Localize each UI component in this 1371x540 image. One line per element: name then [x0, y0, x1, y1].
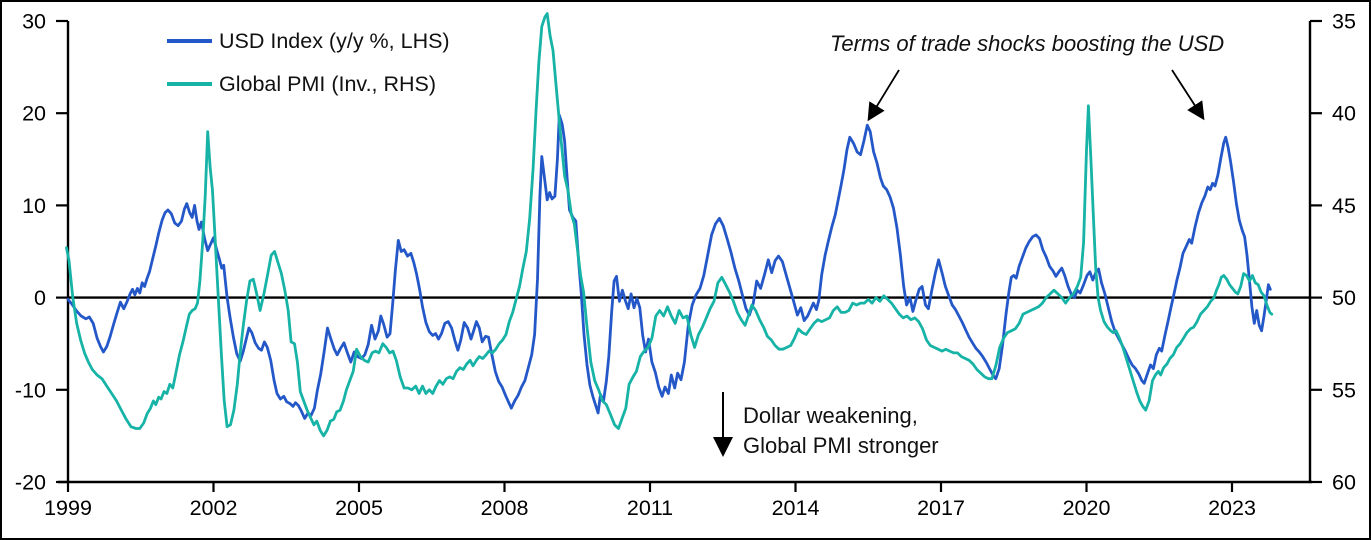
annotation-dollar-weakening-line1: Dollar weakening, [743, 403, 918, 428]
svg-text:2014: 2014 [772, 496, 820, 520]
svg-text:35: 35 [1332, 10, 1356, 34]
svg-text:30: 30 [22, 10, 46, 34]
svg-text:40: 40 [1332, 102, 1356, 126]
svg-text:2011: 2011 [627, 496, 673, 520]
svg-text:2020: 2020 [1063, 496, 1111, 520]
svg-text:0: 0 [34, 286, 46, 310]
svg-text:20: 20 [22, 102, 46, 126]
legend-label-usd-index: USD Index (y/y %, LHS) [219, 28, 450, 53]
legend-label-global-pmi: Global PMI (Inv., RHS) [219, 71, 437, 96]
svg-text:45: 45 [1332, 194, 1356, 218]
svg-text:2008: 2008 [481, 496, 529, 520]
legend: USD Index (y/y %, LHS) Global PMI (Inv.,… [167, 29, 450, 115]
svg-text:1999: 1999 [44, 496, 92, 520]
usd-line-swatch-icon [167, 39, 212, 43]
svg-text:2023: 2023 [1208, 496, 1256, 520]
pmi-line-swatch-icon [167, 82, 212, 86]
svg-text:55: 55 [1332, 378, 1356, 402]
svg-text:2002: 2002 [190, 496, 238, 520]
svg-text:2017: 2017 [917, 496, 965, 520]
svg-text:60: 60 [1332, 471, 1356, 495]
svg-text:-10: -10 [15, 378, 46, 402]
legend-item-global-pmi: Global PMI (Inv., RHS) [167, 72, 450, 96]
annotation-dollar-weakening: Dollar weakening, Global PMI stronger [743, 401, 939, 461]
svg-text:10: 10 [22, 194, 46, 218]
annotation-terms-of-trade: Terms of trade shocks boosting the USD [830, 31, 1225, 56]
legend-item-usd-index: USD Index (y/y %, LHS) [167, 29, 450, 53]
svg-text:2005: 2005 [335, 496, 383, 520]
svg-text:-20: -20 [15, 471, 46, 495]
annotation-dollar-weakening-line2: Global PMI stronger [743, 433, 939, 458]
svg-text:50: 50 [1332, 286, 1356, 310]
